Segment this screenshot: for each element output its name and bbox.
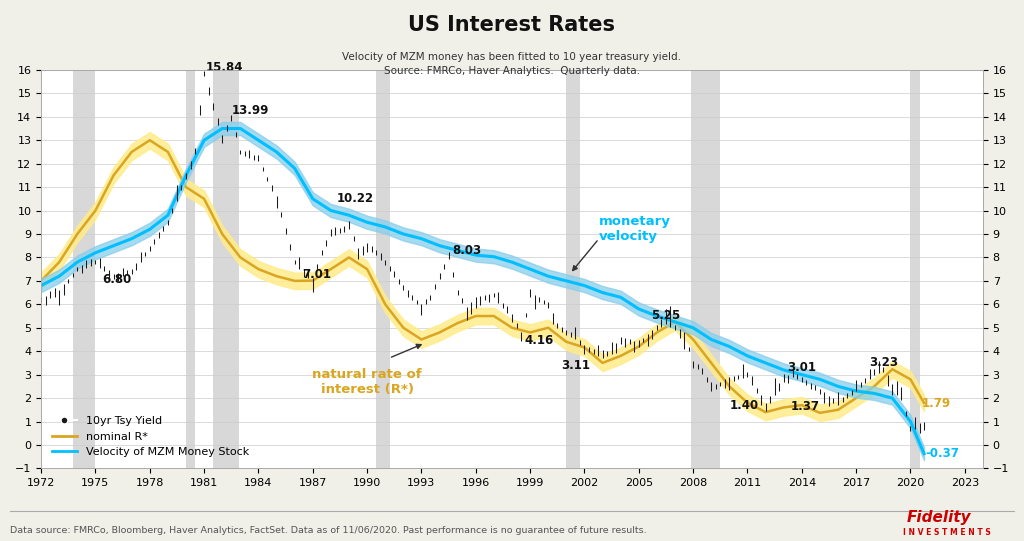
Bar xyxy=(691,70,720,469)
Text: 3.11: 3.11 xyxy=(561,359,590,372)
Text: 6.80: 6.80 xyxy=(102,273,132,286)
Bar xyxy=(73,70,95,469)
Text: monetary
velocity: monetary velocity xyxy=(599,215,671,243)
Text: 7.01: 7.01 xyxy=(302,268,331,281)
Text: -0.37: -0.37 xyxy=(925,447,958,460)
Text: I N V E S T M E N T S: I N V E S T M E N T S xyxy=(903,527,991,537)
Text: 1.37: 1.37 xyxy=(791,400,820,413)
Text: 4.16: 4.16 xyxy=(524,334,554,347)
Bar xyxy=(376,70,390,469)
Bar xyxy=(910,70,920,469)
Bar xyxy=(186,70,195,469)
Text: 8.03: 8.03 xyxy=(453,244,481,257)
Text: 13.99: 13.99 xyxy=(231,104,268,117)
Legend: 10yr Tsy Yield, nominal R*, Velocity of MZM Money Stock: 10yr Tsy Yield, nominal R*, Velocity of … xyxy=(47,411,254,463)
Text: Data source: FMRCo, Bloomberg, Haver Analytics, FactSet. Data as of 11/06/2020. : Data source: FMRCo, Bloomberg, Haver Ana… xyxy=(10,525,647,535)
Bar xyxy=(566,70,580,469)
Text: natural rate of
interest (R*): natural rate of interest (R*) xyxy=(312,367,422,395)
Text: Fidelity: Fidelity xyxy=(906,510,971,525)
Text: Velocity of MZM money has been fitted to 10 year treasury yield.: Velocity of MZM money has been fitted to… xyxy=(342,52,682,62)
Text: 3.01: 3.01 xyxy=(787,361,816,374)
Title: US Interest Rates: US Interest Rates xyxy=(409,15,615,35)
Text: 3.23: 3.23 xyxy=(868,356,898,370)
Text: 1.40: 1.40 xyxy=(729,399,759,412)
Text: 15.84: 15.84 xyxy=(206,61,244,74)
Bar xyxy=(213,70,239,469)
Text: 10.22: 10.22 xyxy=(336,193,374,206)
Text: 1.79: 1.79 xyxy=(922,397,950,410)
Text: 5.25: 5.25 xyxy=(651,309,681,322)
Text: Source: FMRCo, Haver Analytics.  Quarterly data.: Source: FMRCo, Haver Analytics. Quarterl… xyxy=(384,67,640,76)
